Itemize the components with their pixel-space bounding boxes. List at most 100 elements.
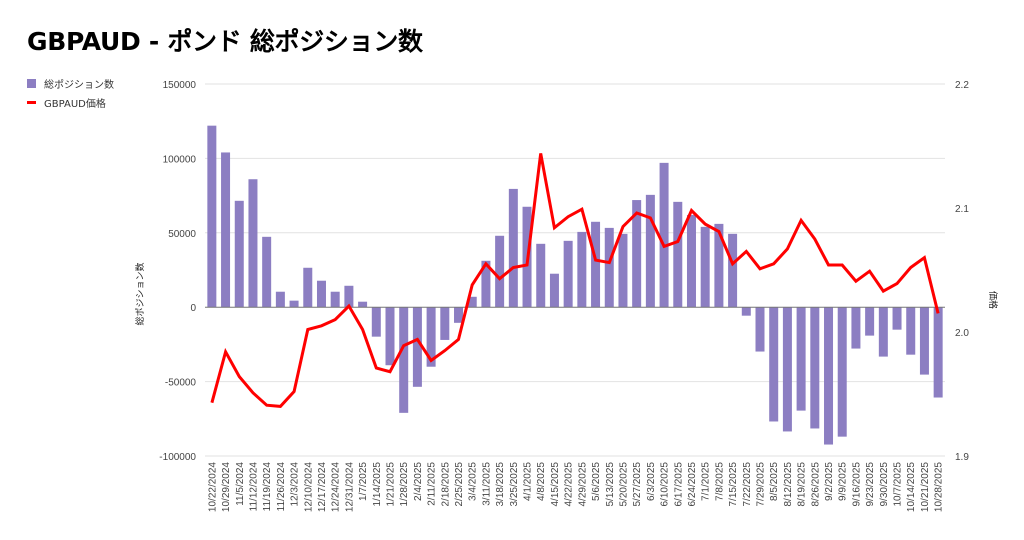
bar [207, 125, 217, 308]
x-tick-label: 2/18/2025 [440, 462, 451, 507]
bar [316, 280, 326, 308]
y-left-tick-label: -100000 [159, 452, 196, 463]
x-tick-label: 2/25/2025 [454, 462, 465, 507]
bar [262, 236, 272, 308]
x-tick-label: 6/3/2025 [646, 462, 657, 501]
bar [892, 307, 902, 330]
bar [686, 214, 696, 308]
bar [563, 240, 573, 308]
bar [659, 162, 669, 308]
x-tick-label: 9/9/2025 [838, 462, 849, 501]
bar [412, 307, 422, 387]
bar [454, 307, 464, 323]
y-left-tick-label: 50000 [168, 229, 196, 240]
bar [426, 307, 436, 367]
x-tick-label: 10/28/2025 [934, 462, 945, 512]
y-left-tick-label: 0 [190, 303, 196, 314]
bar [549, 273, 559, 308]
x-tick-label: 6/24/2025 [687, 462, 698, 507]
x-tick-label: 9/16/2025 [851, 462, 862, 507]
bar [878, 307, 888, 357]
bar [769, 307, 779, 422]
bar [508, 188, 518, 308]
x-tick-label: 2/11/2025 [427, 462, 438, 506]
bar [741, 307, 751, 316]
price-line [210, 153, 940, 408]
bar [591, 221, 601, 308]
x-tick-label: 5/6/2025 [591, 462, 602, 501]
bar [221, 152, 231, 308]
x-tick-label: 12/17/2024 [317, 462, 328, 512]
x-tick-label: 10/14/2025 [906, 462, 917, 512]
bar [385, 307, 395, 366]
bar [782, 307, 792, 432]
bar [824, 307, 834, 445]
x-tick-label: 8/19/2025 [797, 462, 808, 507]
y-left-axis-title: 総ポジション数 [134, 262, 146, 325]
legend-swatch-bar [27, 79, 36, 88]
chart-title: GBPAUD - ポンド 総ポジション数 [27, 27, 423, 56]
bar [344, 285, 354, 308]
bar [303, 267, 313, 308]
bar [810, 307, 820, 429]
x-tick-label: 4/1/2025 [523, 462, 534, 501]
y-right-tick-label: 2.1 [955, 204, 969, 215]
x-tick-label: 10/21/2025 [920, 462, 931, 512]
x-tick-label: 12/3/2024 [290, 462, 301, 507]
bar [467, 296, 477, 308]
bar [399, 307, 409, 413]
x-tick-label: 10/22/2024 [207, 462, 218, 512]
x-tick-label: 5/27/2025 [632, 462, 643, 507]
x-tick-label: 6/10/2025 [660, 462, 671, 507]
x-tick-label: 9/23/2025 [865, 462, 876, 507]
bar [604, 227, 614, 308]
bar [796, 307, 806, 411]
x-tick-label: 3/11/2025 [481, 462, 492, 506]
bar [618, 233, 628, 308]
x-tick-label: 12/10/2024 [303, 462, 314, 512]
x-tick-label: 11/12/2024 [248, 462, 259, 512]
bar [755, 307, 765, 352]
x-tick-label: 4/22/2025 [564, 462, 575, 507]
x-tick-label: 11/19/2024 [262, 462, 273, 512]
y-left-tick-label: 100000 [163, 154, 197, 165]
bar [481, 260, 491, 308]
x-tick-label: 12/24/2024 [331, 462, 342, 512]
legend-label: GBPAUD価格 [44, 97, 106, 110]
x-tick-label: 7/29/2025 [756, 462, 767, 507]
bar [632, 200, 642, 308]
bar [837, 307, 847, 437]
y-right-axis-title: 価格 [987, 291, 999, 309]
bar [577, 231, 587, 308]
bar [673, 201, 683, 308]
bar [700, 226, 710, 308]
x-tick-label: 1/14/2025 [372, 462, 383, 507]
x-tick-label: 1/21/2025 [386, 462, 397, 507]
bar [851, 307, 861, 349]
x-tick-label: 4/8/2025 [536, 462, 547, 501]
y-left-tick-label: 150000 [163, 80, 197, 91]
y-right-tick-label: 1.9 [955, 452, 969, 463]
bar [933, 307, 943, 398]
x-tick-label: 8/5/2025 [769, 462, 780, 501]
bar [919, 307, 929, 375]
y-right-tick-label: 2.0 [955, 328, 969, 339]
x-tick-label: 5/13/2025 [605, 462, 616, 507]
x-tick-label: 5/20/2025 [618, 462, 629, 507]
bar [371, 307, 381, 337]
x-tick-label: 1/7/2025 [358, 462, 369, 501]
x-tick-label: 10/7/2025 [893, 462, 904, 507]
x-tick-label: 2/4/2025 [413, 462, 424, 501]
bar [234, 200, 244, 308]
bar [358, 301, 368, 308]
x-tick-label: 7/1/2025 [701, 462, 712, 501]
x-tick-label: 3/25/2025 [509, 462, 520, 507]
x-tick-label: 7/22/2025 [742, 462, 753, 507]
x-tick-label: 11/5/2024 [235, 462, 246, 506]
x-tick-label: 7/8/2025 [714, 462, 725, 501]
x-tick-label: 4/29/2025 [577, 462, 588, 507]
x-tick-label: 10/29/2024 [221, 462, 232, 512]
bar [906, 307, 916, 355]
bar [536, 243, 546, 308]
bar [330, 291, 340, 308]
